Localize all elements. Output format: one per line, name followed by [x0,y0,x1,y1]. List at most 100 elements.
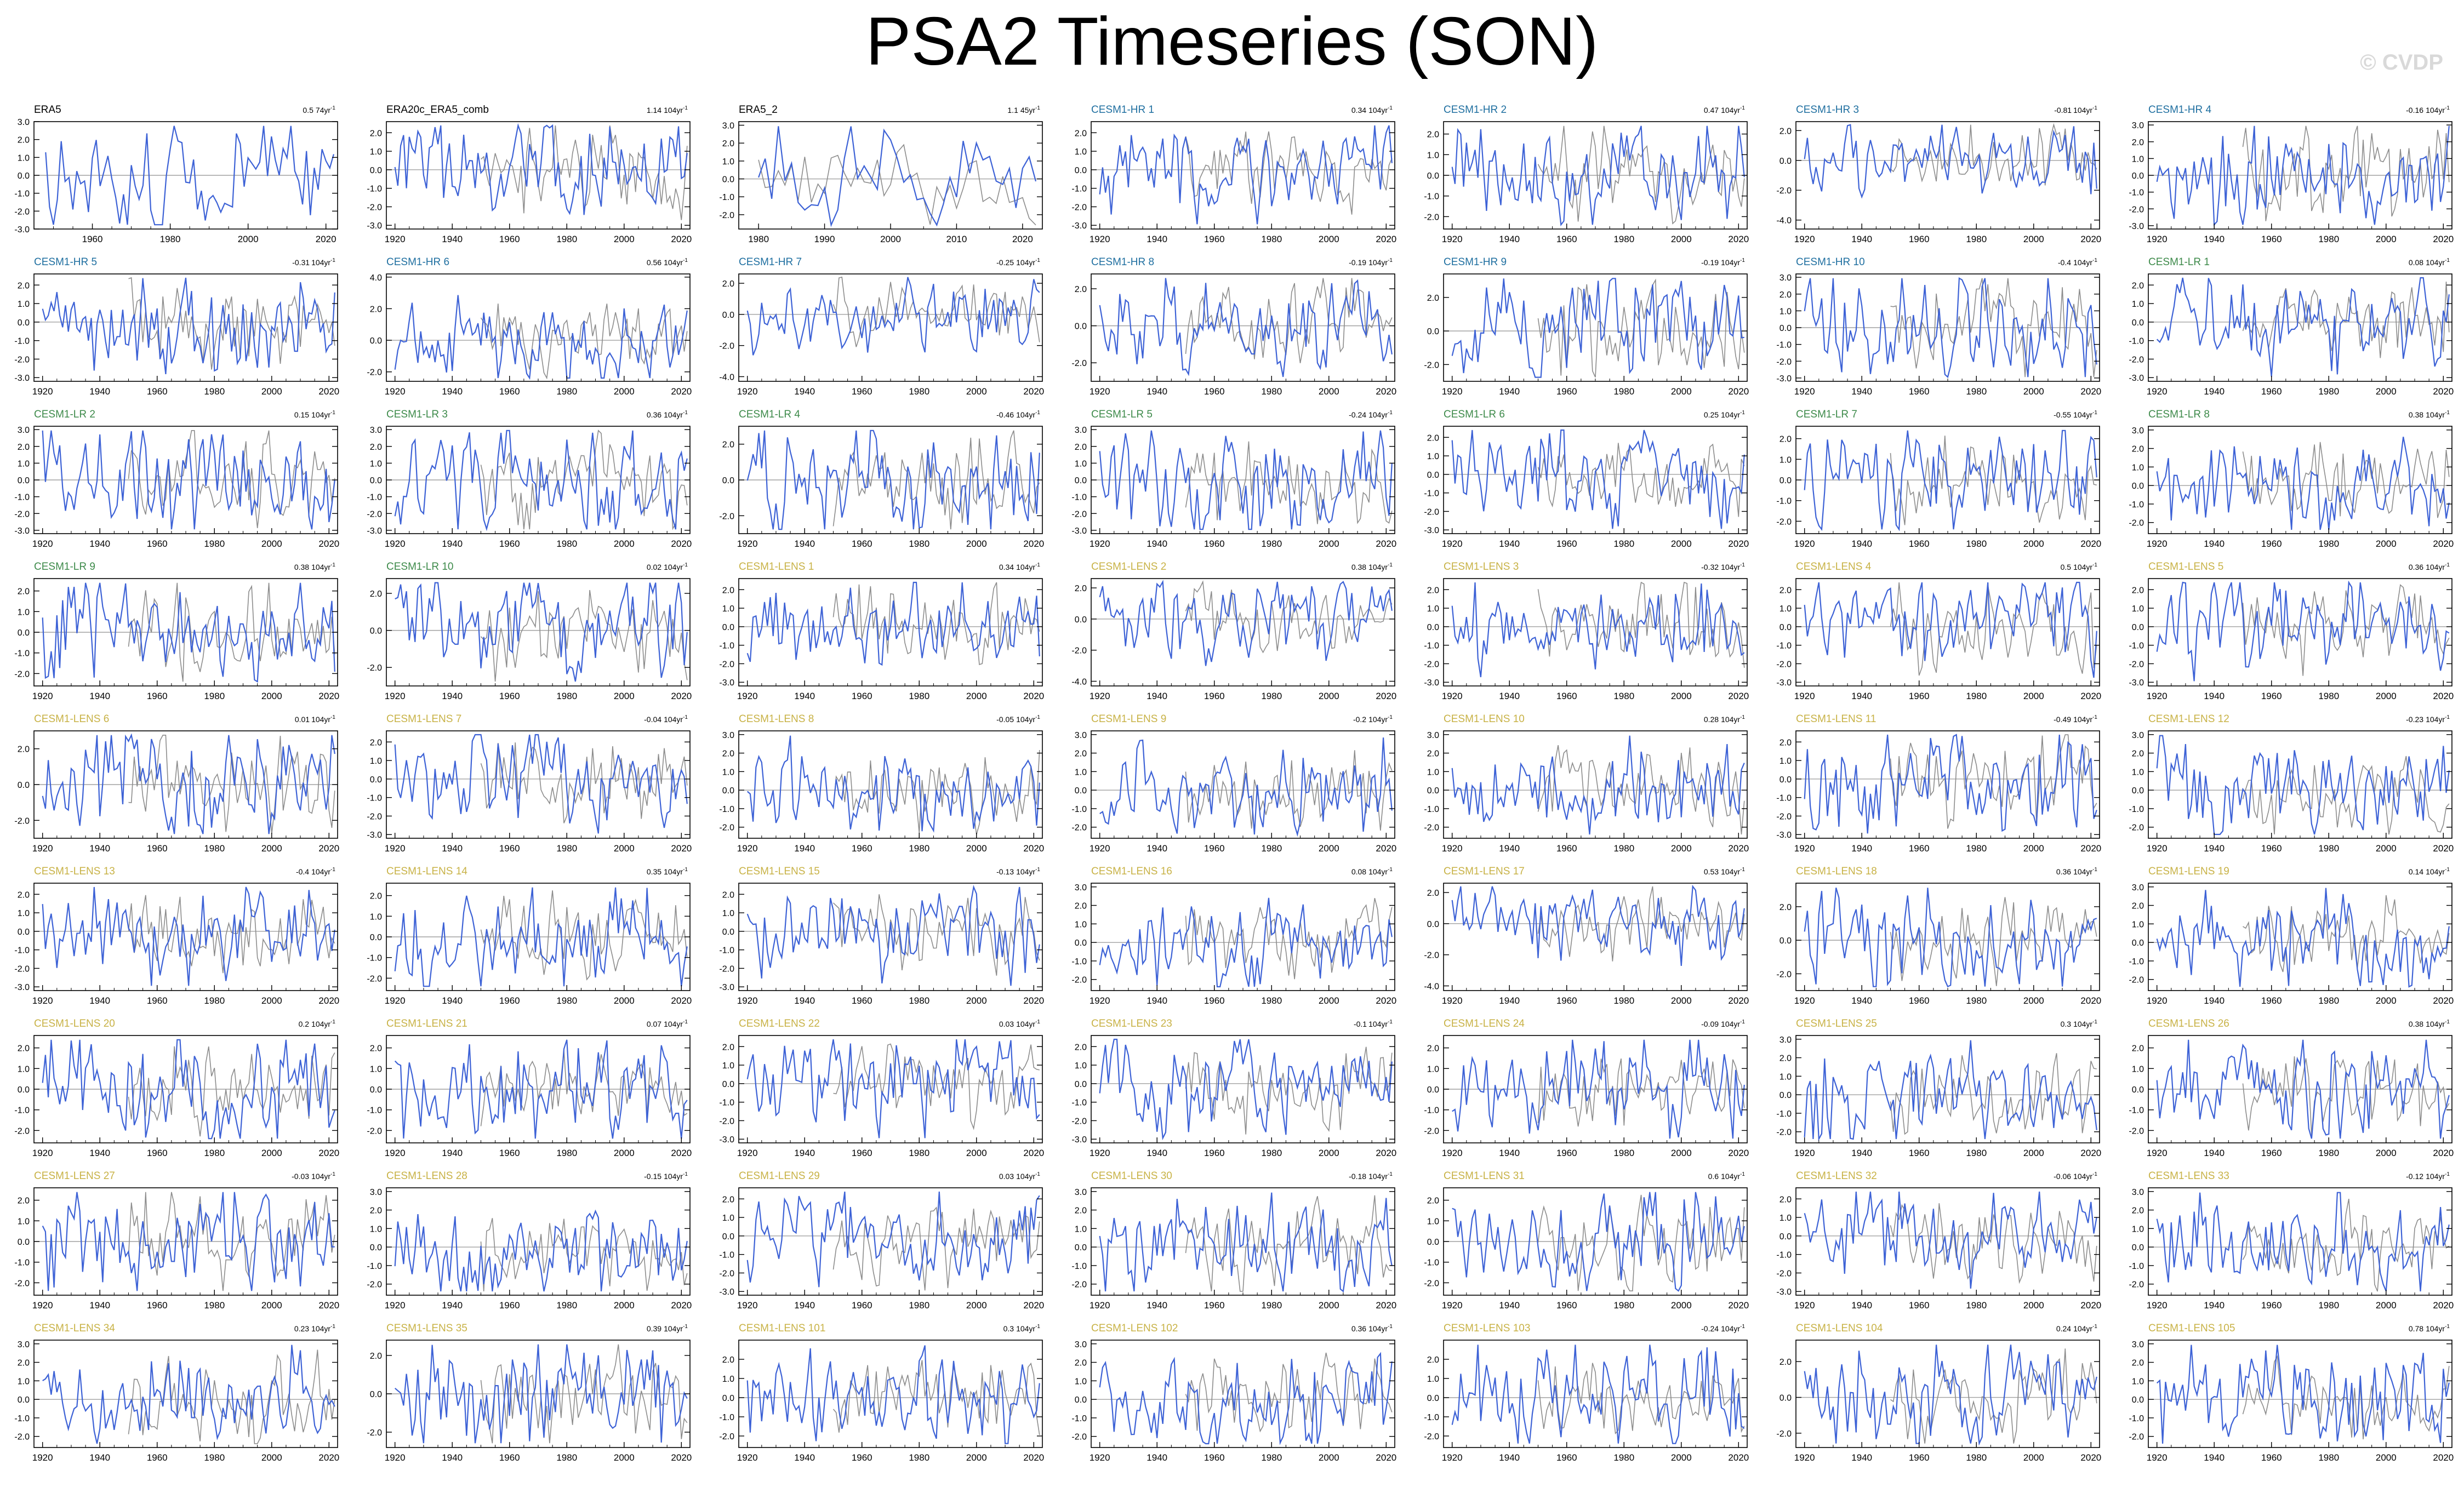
y-tick-label: 3.0 [722,731,734,740]
y-tick-label: -2.0 [1424,1126,1439,1136]
x-tick-label: 2000 [966,386,987,397]
trend-label: 0.02 104yr-1 [647,562,688,571]
trend-unit: 104yr [1368,563,1388,571]
model-series-line [2156,277,2450,377]
trend-label: -0.46 104yr-1 [996,410,1040,419]
obs-series-line [480,742,688,823]
trend-unit: 104yr [664,1172,683,1181]
obs-series-line [2242,756,2450,835]
x-tick-label: 2000 [261,691,282,701]
x-tick-label: 2000 [1319,691,1339,701]
y-tick-label: 0.0 [1779,324,1792,333]
x-tick-label: 2000 [614,1300,635,1311]
model-series-line [746,1345,1040,1444]
x-tick-label: 1920 [32,995,53,1006]
obs-series-line [2242,442,2450,518]
trend-unit: 104yr [311,410,330,419]
y-tick-label: 0.0 [2132,786,2144,796]
y-tick-label: -2.0 [719,660,734,669]
panel-24: CESM1-LENS 1 0.34 104yr-1 1920 1940 1960 1980 2… [719,561,1044,701]
y-tick-label: -2.0 [367,510,382,519]
trend-exponent: -1 [330,410,335,416]
x-tick-label: 2020 [1728,1300,1749,1311]
trend-value: 1.1 [1007,106,1018,115]
model-series-line [1804,887,2097,988]
plot-frame [2148,578,2452,686]
y-tick-label: -1.0 [719,193,734,202]
obs-series-line [832,1360,1040,1435]
y-tick-label: 2.0 [1075,1206,1087,1216]
y-tick-label: 0.0 [2132,939,2144,948]
panel-title: CESM1-LR 2 [34,409,95,420]
y-tick-label: 0.0 [18,171,30,181]
trend-exponent: -1 [1740,1019,1745,1025]
trend-value: 0.28 [1704,715,1719,724]
y-tick-label: 2.0 [1427,586,1439,595]
y-tick-label: -1.0 [719,1098,734,1108]
x-tick-label: 1940 [2204,995,2225,1006]
y-tick-label: 1.0 [722,909,734,918]
x-tick-label: 1920 [2147,539,2168,549]
x-tick-label: 2020 [2080,691,2101,701]
y-tick-label: -2.0 [1071,976,1087,985]
x-tick-label: 1980 [1613,691,1634,701]
y-tick-label: 0.0 [1075,939,1087,948]
y-tick-label: 2.0 [2132,281,2144,290]
x-tick-label: 1940 [89,691,110,701]
trend-label: -0.1 104yr-1 [1354,1019,1393,1028]
panel-title: CESM1-LENS 105 [2148,1323,2235,1334]
trend-label: -0.19 104yr-1 [1701,258,1745,267]
x-tick-label: 2000 [1319,1148,1339,1158]
y-tick-label: 2.0 [722,890,734,900]
x-tick-label: 2020 [318,1300,339,1311]
x-tick-label: 1960 [852,843,872,854]
x-tick-label: 1920 [1794,1300,1815,1311]
x-tick-label: 1920 [2147,1148,2168,1158]
y-tick-label: 0.0 [1779,936,1792,946]
x-tick-label: 1940 [1147,386,1167,397]
y-tick-label: -1.0 [1776,497,1792,506]
y-tick-label: 0.0 [722,1394,734,1403]
panel-title: CESM1-LENS 8 [739,713,814,725]
trend-unit: 104yr [1368,410,1388,419]
y-tick-label: -1.0 [1424,192,1439,202]
trend-exponent: -1 [330,1171,335,1177]
x-tick-label: 1980 [556,234,577,244]
obs-series-line [1537,1194,1745,1291]
x-tick-label: 1920 [385,234,406,244]
x-tick-label: 2000 [1671,234,1692,244]
trend-exponent: -1 [1035,562,1040,568]
y-tick-label: 0.0 [1779,1394,1792,1403]
trend-unit: 104yr [2073,1020,2092,1028]
trend-unit: 104yr [2073,410,2092,419]
obs-series-line [1185,131,1393,215]
x-tick-label: 1920 [1090,1300,1110,1311]
x-tick-label: 1940 [2204,386,2225,397]
x-tick-label: 2020 [1023,1300,1044,1311]
y-tick-label: 1.0 [1427,151,1439,160]
trend-label: 0.47 104yr-1 [1704,105,1746,115]
trend-label: -0.19 104yr-1 [1349,258,1393,267]
trend-exponent: -1 [2445,410,2450,416]
trend-exponent: -1 [1035,867,1040,873]
y-tick-label: 2.0 [1427,889,1439,898]
x-tick-label: 2000 [1671,386,1692,397]
obs-series-line [128,735,335,834]
y-tick-label: 0.0 [2132,171,2144,181]
y-tick-label: 2.0 [1779,290,1792,300]
y-tick-label: 0.0 [18,476,30,485]
y-tick-label: -1.0 [1424,805,1439,814]
obs-series-line [480,1218,688,1292]
y-tick-label: 1.0 [18,153,30,163]
y-tick-label: 2.0 [722,139,734,148]
y-tick-label: -2.0 [14,1126,30,1136]
model-series-line [2156,125,2450,227]
y-tick-label: 3.0 [1075,731,1087,740]
trend-unit: 104yr [664,258,683,267]
x-tick-label: 1960 [1909,539,1930,549]
x-tick-label: 1960 [147,539,168,549]
trend-label: 0.03 104yr-1 [999,1171,1041,1181]
x-tick-label: 1940 [2204,691,2225,701]
y-tick-label: 2.0 [2132,586,2144,595]
x-tick-label: 1940 [89,1300,110,1311]
